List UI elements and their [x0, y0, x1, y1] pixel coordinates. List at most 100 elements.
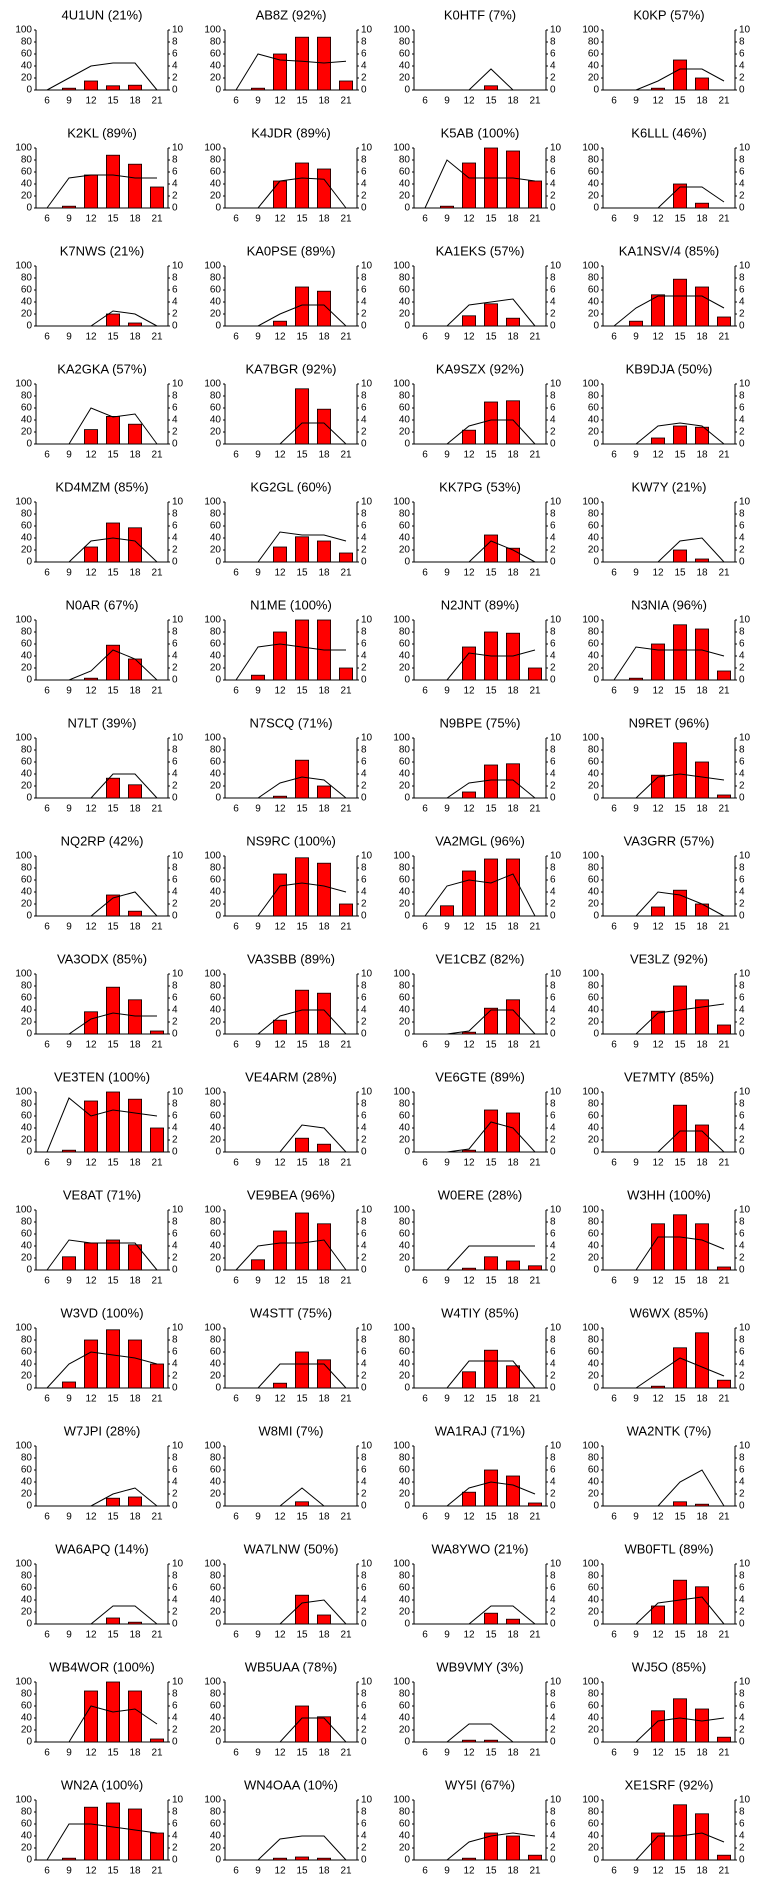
y2-tick-label: 6	[361, 1465, 367, 1476]
y-tick-label: 0	[26, 1619, 32, 1630]
y2-tick-label: 8	[361, 155, 367, 166]
x-tick-label: 18	[129, 1512, 141, 1523]
x-tick-label: 15	[485, 214, 497, 225]
y-tick-label: 80	[21, 1453, 33, 1464]
y-tick-label: 100	[15, 1205, 32, 1216]
y2-tick-label: 0	[361, 203, 367, 214]
x-tick-label: 18	[507, 804, 519, 815]
bar	[295, 619, 310, 681]
y2-tick-label: 4	[172, 1595, 178, 1606]
x-tick-label: 18	[129, 1630, 141, 1641]
x-tick-label: 6	[233, 1512, 239, 1523]
bar	[273, 1382, 288, 1389]
chart-title: VE7MTY (85%)	[624, 1069, 714, 1084]
line	[47, 1012, 157, 1035]
y2-tick-label: 6	[550, 1347, 556, 1358]
y2-tick-label: 4	[361, 1595, 367, 1606]
y-tick-label: 80	[399, 509, 411, 520]
x-tick-label: 21	[529, 922, 541, 933]
y2-tick-label: 8	[172, 863, 178, 874]
line	[236, 1487, 346, 1507]
y2-tick-label: 2	[739, 309, 745, 320]
x-tick-label: 6	[422, 96, 428, 107]
y-tick-label: 100	[15, 969, 32, 980]
line	[425, 540, 536, 563]
y-tick-label: 60	[210, 757, 222, 768]
y-tick-label: 40	[588, 769, 600, 780]
x-tick-label: 21	[529, 1630, 541, 1641]
y2-tick-label: 0	[739, 1619, 745, 1630]
y2-tick-label: 4	[361, 297, 367, 308]
y2-tick-label: 8	[739, 863, 745, 874]
y-tick-label: 20	[588, 1371, 600, 1382]
x-tick-label: 21	[340, 686, 352, 697]
bar	[106, 1617, 121, 1625]
y2-tick-label: 8	[550, 981, 556, 992]
bar	[484, 534, 499, 563]
x-tick-label: 6	[44, 686, 50, 697]
y2-tick-label: 2	[550, 1253, 556, 1264]
y2-tick-label: 6	[550, 639, 556, 650]
y2-tick-label: 0	[172, 1147, 178, 1158]
y-tick-label: 20	[210, 1725, 222, 1736]
x-tick-label: 9	[444, 1748, 450, 1759]
x-tick-label: 18	[129, 332, 141, 343]
x-tick-label: 12	[274, 96, 286, 107]
y-tick-label: 100	[582, 379, 599, 390]
bar	[127, 423, 142, 445]
bar	[127, 999, 142, 1035]
bar	[295, 36, 310, 91]
x-tick-label: 21	[529, 332, 541, 343]
x-tick-label: 15	[107, 1276, 119, 1287]
bar	[462, 429, 477, 445]
y2-tick-label: 0	[739, 675, 745, 686]
y-tick-label: 40	[21, 1359, 33, 1370]
chart-title: K7NWS (21%)	[60, 243, 145, 258]
y-tick-label: 20	[21, 73, 33, 84]
chart-title: WA1RAJ (71%)	[435, 1423, 526, 1438]
y-tick-label: 40	[399, 1831, 411, 1842]
y-tick-label: 40	[399, 1595, 411, 1606]
chart-title: W4TIY (85%)	[441, 1305, 519, 1320]
x-tick-label: 9	[66, 1394, 72, 1405]
y-tick-label: 100	[15, 1441, 32, 1452]
y2-tick-label: 4	[361, 1359, 367, 1370]
y2-tick-label: 2	[172, 781, 178, 792]
y2-tick-label: 2	[361, 1843, 367, 1854]
y-tick-label: 60	[21, 1583, 33, 1594]
bar	[651, 1605, 666, 1625]
x-tick-label: 12	[652, 1512, 664, 1523]
x-tick-label: 9	[66, 1748, 72, 1759]
y-tick-label: 100	[204, 851, 221, 862]
y2-tick-label: 6	[361, 403, 367, 414]
y-tick-label: 60	[210, 1465, 222, 1476]
y-tick-label: 40	[21, 1831, 33, 1842]
chart-title: K2KL (89%)	[67, 125, 137, 140]
bar	[127, 1808, 142, 1861]
y-tick-label: 0	[593, 1383, 599, 1394]
x-tick-label: 15	[296, 804, 308, 815]
bar	[484, 1007, 499, 1035]
x-tick-label: 6	[44, 214, 50, 225]
y2-tick-label: 0	[550, 1029, 556, 1040]
x-tick-label: 18	[696, 1276, 708, 1287]
y-tick-label: 0	[26, 1147, 32, 1158]
chart-title: NS9RC (100%)	[246, 833, 336, 848]
y-tick-label: 40	[210, 1713, 222, 1724]
y2-tick-label: 10	[361, 497, 373, 508]
y-tick-label: 20	[588, 899, 600, 910]
y-tick-label: 80	[210, 1217, 222, 1228]
chart-title: KA1EKS (57%)	[436, 243, 525, 258]
x-tick-label: 15	[485, 1748, 497, 1759]
x-tick-label: 15	[485, 1866, 497, 1877]
y2-tick-label: 2	[739, 73, 745, 84]
y2-tick-label: 8	[739, 155, 745, 166]
y2-tick-label: 2	[361, 1607, 367, 1618]
y2-tick-label: 2	[739, 427, 745, 438]
y-tick-label: 20	[588, 781, 600, 792]
